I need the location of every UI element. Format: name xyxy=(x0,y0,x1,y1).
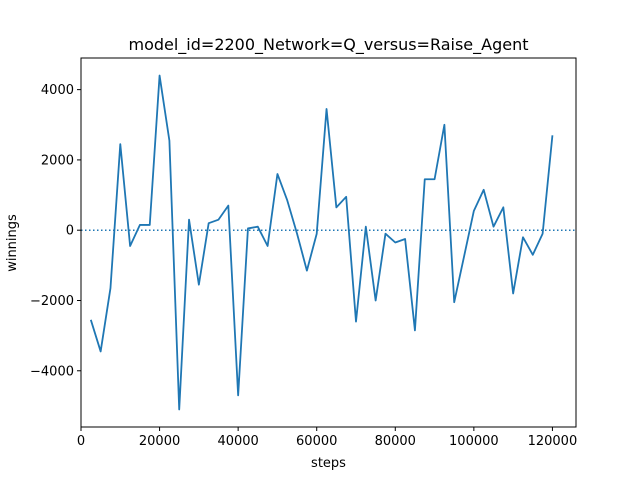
x-tick-label: 0 xyxy=(77,434,85,449)
x-axis-label: steps xyxy=(311,456,346,471)
x-tick-label: 40000 xyxy=(217,434,258,449)
x-tick-label: 20000 xyxy=(139,434,180,449)
y-tick-label: −2000 xyxy=(30,294,74,309)
x-tick-label: 100000 xyxy=(449,434,499,449)
axes: 0 20000 40000 60000 80000 100000 120000−4000−2… xyxy=(30,57,578,449)
axes-frame xyxy=(80,57,577,428)
chart-title: model_id=2200_Network=Q_versus=Raise_Age… xyxy=(128,35,528,55)
x-tick-label: 60000 xyxy=(296,434,337,449)
x-tick-label: 80000 xyxy=(375,434,416,449)
y-axis-label: winnings xyxy=(5,214,20,272)
series-line xyxy=(89,74,554,411)
y-tick-label: −4000 xyxy=(30,364,74,379)
y-tick-label: 0 xyxy=(66,224,74,239)
y-tick-label: 2000 xyxy=(41,153,74,168)
x-tick-label: 120000 xyxy=(528,434,578,449)
plot-area xyxy=(81,74,576,411)
y-tick-label: 4000 xyxy=(41,83,74,98)
